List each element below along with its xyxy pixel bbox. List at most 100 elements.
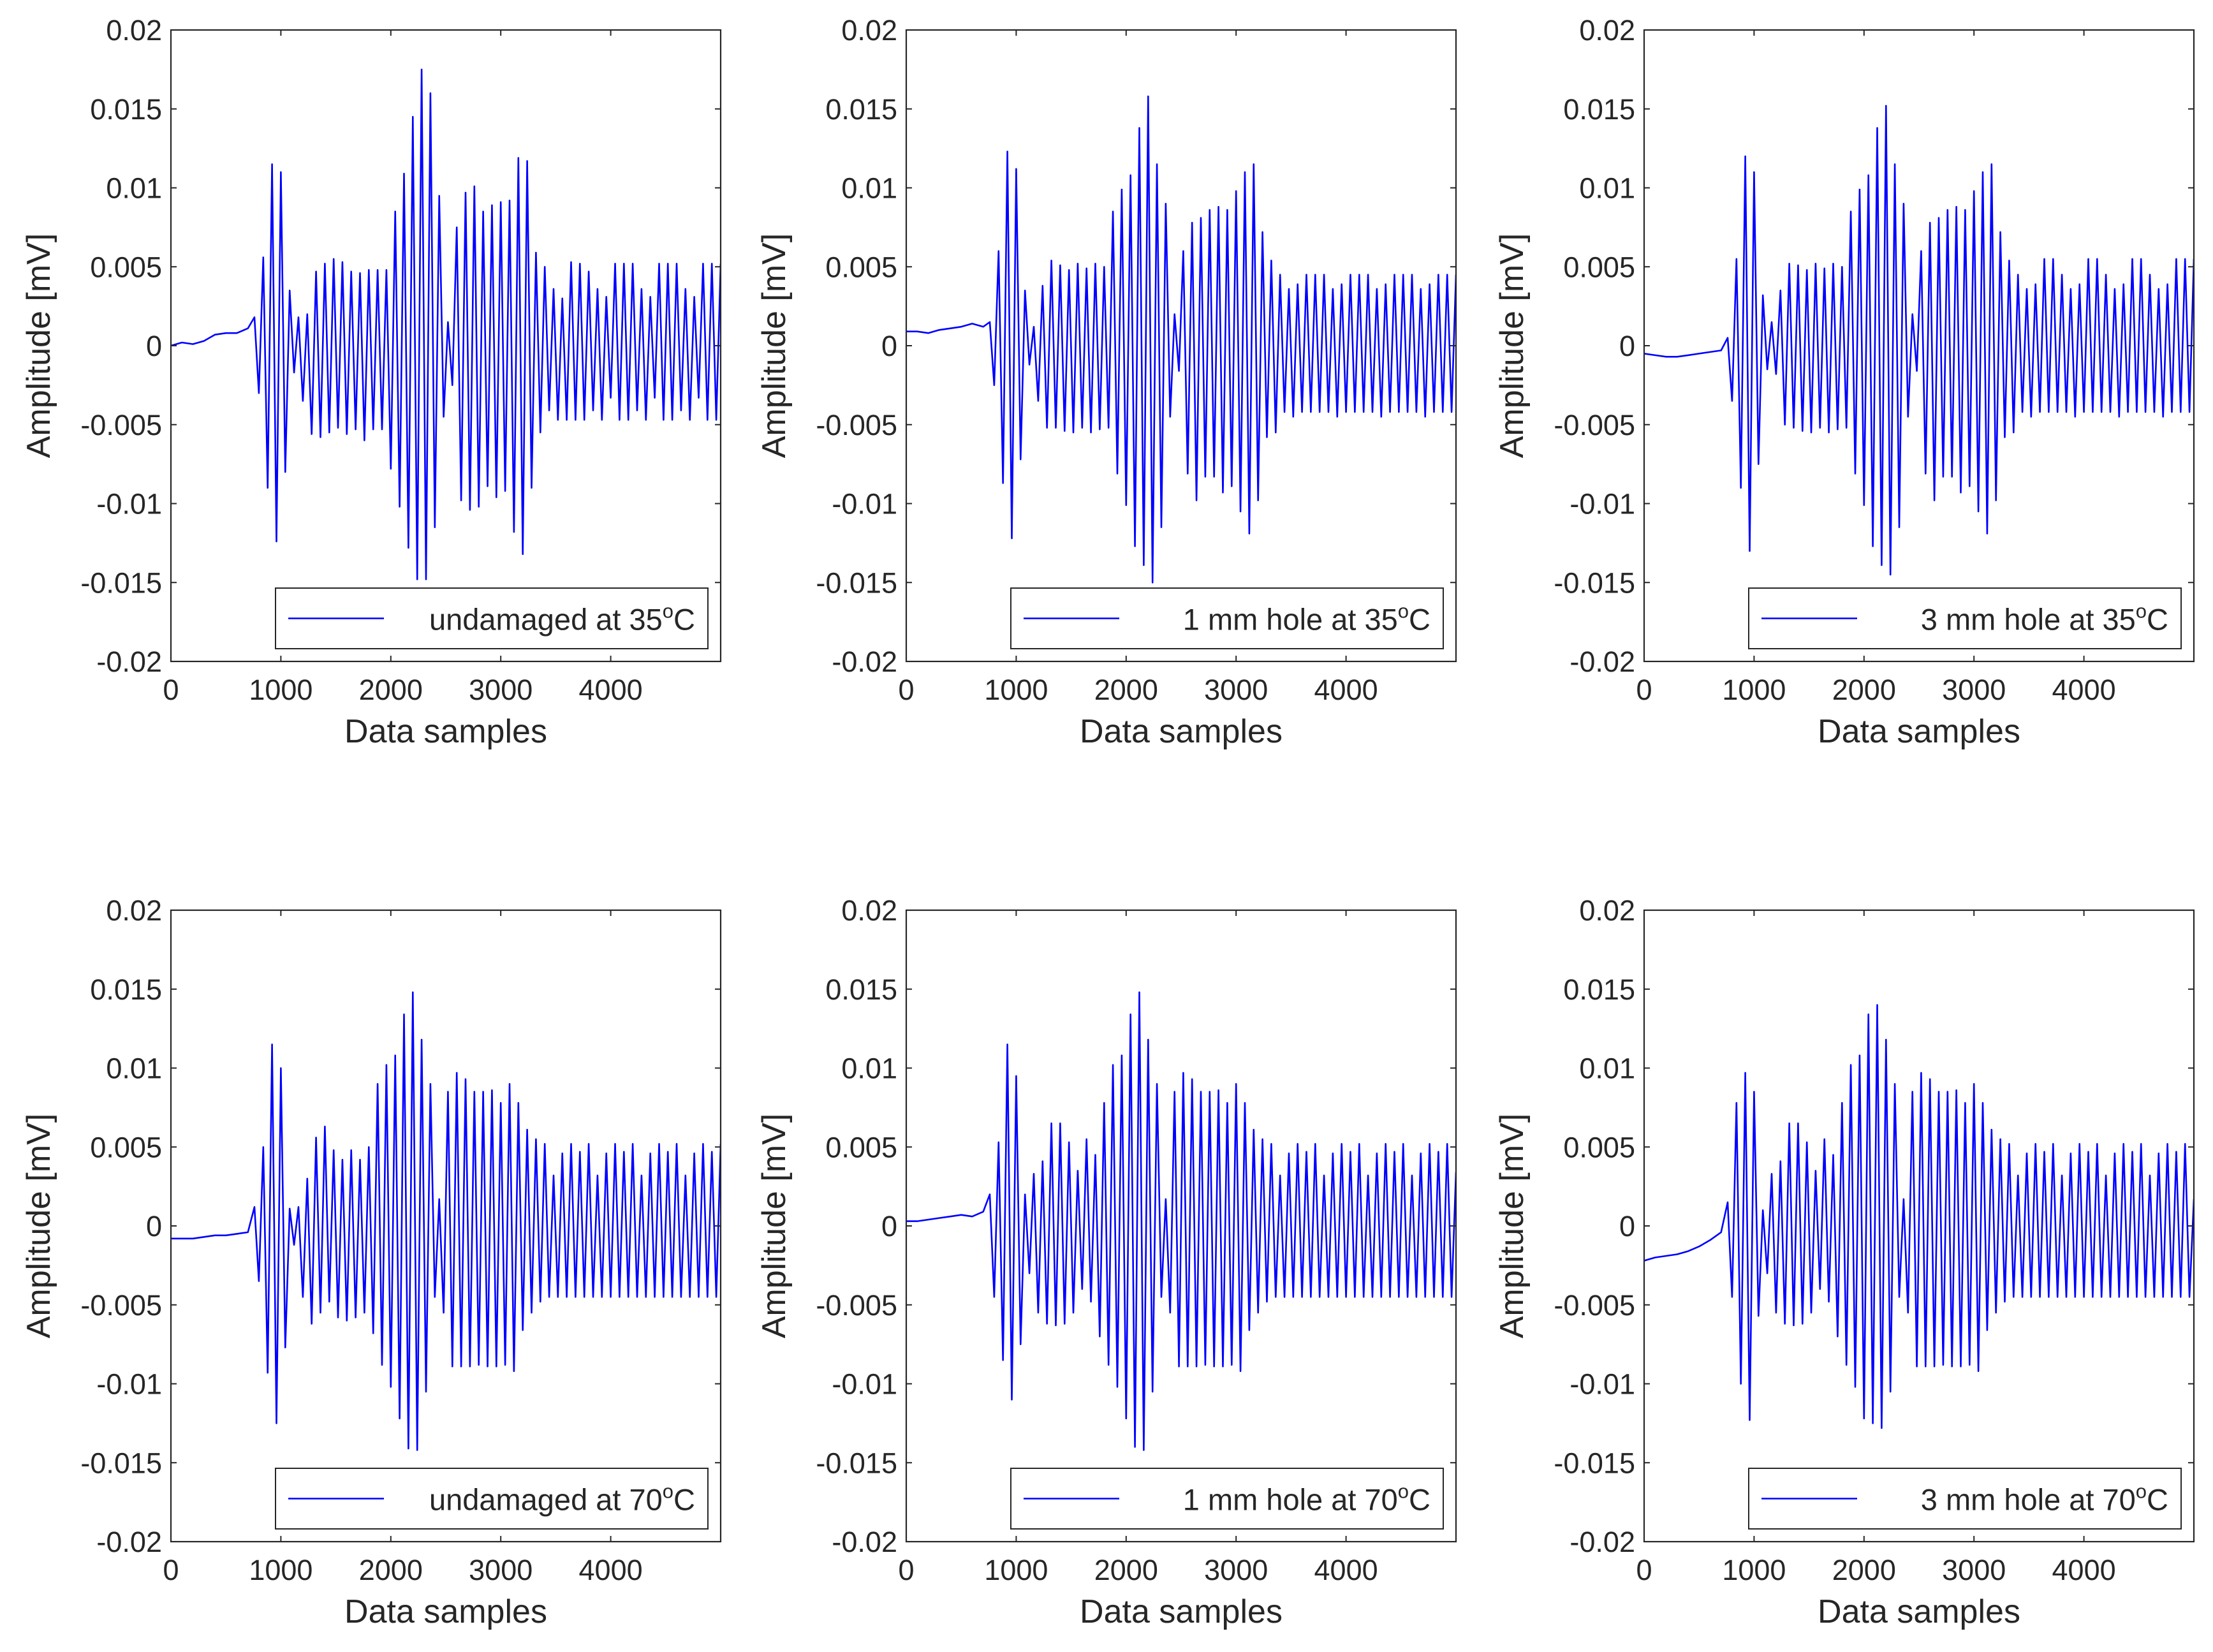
x-tick-label: 4000: [579, 674, 643, 706]
legend: 1 mm hole at 70oC: [1010, 1468, 1444, 1530]
legend-label: undamaged at 70oC: [429, 1480, 695, 1517]
x-tick-label: 4000: [1314, 1554, 1378, 1586]
x-tick-label: 2000: [359, 1554, 423, 1586]
y-tick-label: -0.015: [1554, 1447, 1635, 1479]
legend-label-main: undamaged at 35: [429, 603, 663, 637]
y-axis-title: Amplitude [mV]: [756, 233, 793, 459]
y-axis-title: Amplitude [mV]: [1494, 233, 1531, 459]
y-tick-label: -0.01: [1570, 1368, 1635, 1401]
x-tick-label: 1000: [984, 674, 1048, 706]
y-tick-label: -0.005: [80, 1289, 162, 1322]
y-tick-label: -0.005: [1554, 409, 1635, 441]
x-tick-label: 2000: [1094, 1554, 1158, 1586]
plot-area: [171, 30, 721, 661]
y-tick-label: 0.005: [825, 251, 897, 283]
legend-label-degree: o: [2136, 1480, 2147, 1503]
x-tick-label: 4000: [2052, 674, 2116, 706]
x-tick-label: 3000: [1204, 674, 1268, 706]
x-axis-title: Data samples: [1818, 1593, 2020, 1630]
legend-label-main: undamaged at 70: [429, 1483, 663, 1517]
legend-label-degree: o: [2136, 600, 2147, 623]
y-tick-label: 0.005: [825, 1131, 897, 1163]
x-tick-label: 3000: [1942, 674, 2006, 706]
y-tick-label: 0.015: [825, 973, 897, 1006]
x-axis-title: Data samples: [344, 1593, 547, 1630]
chart-panel-4: 0.02 0.015 0.01 0.005 0 -0.005 -0.01 -0.015 -0.0…: [20, 894, 722, 1630]
x-tick-label: 0: [898, 1554, 914, 1586]
legend-label-main: 3 mm hole at 70: [1921, 1483, 2136, 1517]
y-tick-label: 0.02: [106, 14, 162, 47]
y-tick-label: -0.02: [1570, 1526, 1635, 1558]
y-tick-label: 0: [1619, 1210, 1635, 1243]
x-axis-title: Data samples: [1080, 713, 1283, 750]
y-tick-label: 0.005: [90, 1131, 162, 1163]
legend-label-unit: C: [2147, 1483, 2168, 1517]
y-tick-label: 0.02: [1579, 14, 1635, 47]
series-line-1: [906, 991, 1456, 1451]
y-tick-label: 0: [146, 1210, 162, 1243]
x-tick-label: 1000: [1722, 1554, 1786, 1586]
y-tick-label: 0.01: [841, 172, 897, 205]
y-tick-label: 0.005: [1563, 1131, 1635, 1163]
y-tick-label: -0.01: [832, 1368, 897, 1401]
y-tick-label: 0: [881, 1210, 897, 1243]
legend-label-main: 1 mm hole at 70: [1183, 1483, 1398, 1517]
y-tick-label: 0.015: [90, 973, 162, 1006]
legend-label-degree: o: [1398, 1480, 1409, 1503]
y-axis-title: Amplitude [mV]: [756, 1114, 793, 1339]
y-tick-label: -0.02: [1570, 645, 1635, 678]
y-tick-label: 0.01: [106, 172, 162, 205]
legend-label: 1 mm hole at 70oC: [1183, 1480, 1430, 1517]
y-tick-label: -0.005: [1554, 1289, 1635, 1322]
x-tick-label: 4000: [1314, 674, 1378, 706]
x-tick-label: 2000: [1832, 1554, 1896, 1586]
y-tick-label: -0.015: [816, 566, 897, 599]
x-tick-label: 1000: [249, 1554, 312, 1586]
x-tick-label: 1000: [1722, 674, 1786, 706]
x-axis-title: Data samples: [344, 713, 547, 750]
x-tick-label: 4000: [2052, 1554, 2116, 1586]
y-tick-label: -0.02: [96, 645, 162, 678]
x-tick-label: 0: [163, 1554, 179, 1586]
y-tick-label: 0: [1619, 330, 1635, 362]
x-tick-label: 3000: [469, 1554, 533, 1586]
x-tick-label: 2000: [1832, 674, 1896, 706]
x-tick-label: 3000: [1204, 1554, 1268, 1586]
y-tick-label: -0.01: [96, 488, 162, 520]
legend-label-unit: C: [1409, 1483, 1430, 1517]
legend-label-unit: C: [2147, 603, 2168, 637]
y-tick-label: -0.015: [816, 1447, 897, 1479]
chart-panel-5: 0.02 0.015 0.01 0.005 0 -0.005 -0.01 -0.015 -0.0…: [756, 894, 1457, 1630]
y-tick-label: 0.015: [1563, 973, 1635, 1006]
y-axis-title: Amplitude [mV]: [20, 1114, 57, 1339]
y-tick-label: 0.005: [90, 251, 162, 283]
x-tick-label: 2000: [359, 674, 423, 706]
x-tick-label: 0: [1636, 674, 1652, 706]
legend-label: 1 mm hole at 35oC: [1183, 600, 1430, 637]
legend: 3 mm hole at 70oC: [1748, 1468, 2182, 1530]
legend-label-degree: o: [1398, 600, 1409, 623]
y-axis-title: Amplitude [mV]: [1494, 1114, 1531, 1339]
y-tick-label: 0.015: [90, 93, 162, 126]
y-tick-label: 0.015: [825, 93, 897, 126]
y-tick-label: 0.01: [1579, 1052, 1635, 1085]
legend-label-degree: o: [663, 1480, 673, 1503]
y-tick-label: 0: [881, 330, 897, 362]
y-tick-label: -0.01: [96, 1368, 162, 1401]
legend: 3 mm hole at 35oC: [1748, 587, 2182, 649]
y-tick-label: 0.015: [1563, 93, 1635, 126]
legend-label: undamaged at 35oC: [429, 600, 695, 637]
x-axis-title: Data samples: [1818, 713, 2020, 750]
y-tick-label: -0.005: [80, 409, 162, 441]
x-axis-title: Data samples: [1080, 1593, 1283, 1630]
series-line-1: [1644, 1004, 2194, 1429]
y-tick-label: -0.02: [832, 645, 897, 678]
legend-label: 3 mm hole at 70oC: [1921, 1480, 2168, 1517]
y-axis-title: Amplitude [mV]: [20, 233, 57, 459]
legend-label-unit: C: [1409, 603, 1430, 637]
series-line-1: [1644, 105, 2194, 576]
chart-panel-2: 0.02 0.015 0.01 0.005 0 -0.005 -0.01 -0.015 -0.0…: [756, 14, 1457, 750]
x-tick-label: 0: [1636, 1554, 1652, 1586]
y-tick-label: 0.02: [106, 894, 162, 927]
